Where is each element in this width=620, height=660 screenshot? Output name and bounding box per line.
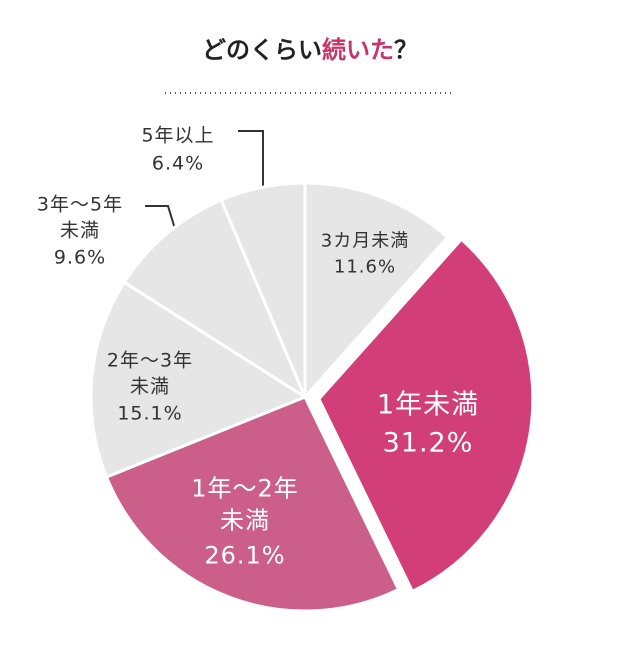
slice-label: 5年以上 6.4% xyxy=(141,123,214,176)
slice-label: 3カ月未満 11.6% xyxy=(321,230,409,281)
value-label: 15.1% xyxy=(117,402,183,425)
pie-slice xyxy=(219,181,307,398)
value-label: 11.6% xyxy=(333,257,397,278)
pie-slice xyxy=(89,280,309,479)
category-label: 1年未満 xyxy=(376,389,480,421)
slice-label: 1年未満 31.2% xyxy=(377,388,479,463)
category-label: 3年〜5年 未満 xyxy=(36,193,124,242)
value-label: 26.1% xyxy=(204,541,286,570)
category-label: 3カ月未満 xyxy=(320,230,410,252)
pie-slice xyxy=(303,181,450,401)
slice-label: 2年〜3年 未満 15.1% xyxy=(107,349,193,428)
title-part: ？ xyxy=(394,36,418,64)
pie-slice xyxy=(122,198,309,401)
title-part: どのくらい xyxy=(202,36,322,64)
value-label: 6.4% xyxy=(151,152,205,174)
slice-label: 1年〜2年 未満 26.1% xyxy=(191,472,299,571)
chart-title: どのくらい続いた？ xyxy=(0,30,620,65)
pie-slice xyxy=(317,237,535,594)
category-label: 5年以上 xyxy=(141,124,215,147)
slice-label: 3年〜5年 未満 9.6% xyxy=(37,193,123,272)
category-label: 2年〜3年 未満 xyxy=(106,349,194,398)
value-label: 9.6% xyxy=(53,246,107,269)
value-label: 31.2% xyxy=(382,428,474,459)
pie-slice xyxy=(104,395,401,613)
title-part: 続いた xyxy=(322,36,394,64)
category-label: 1年〜2年 未満 xyxy=(191,474,299,535)
